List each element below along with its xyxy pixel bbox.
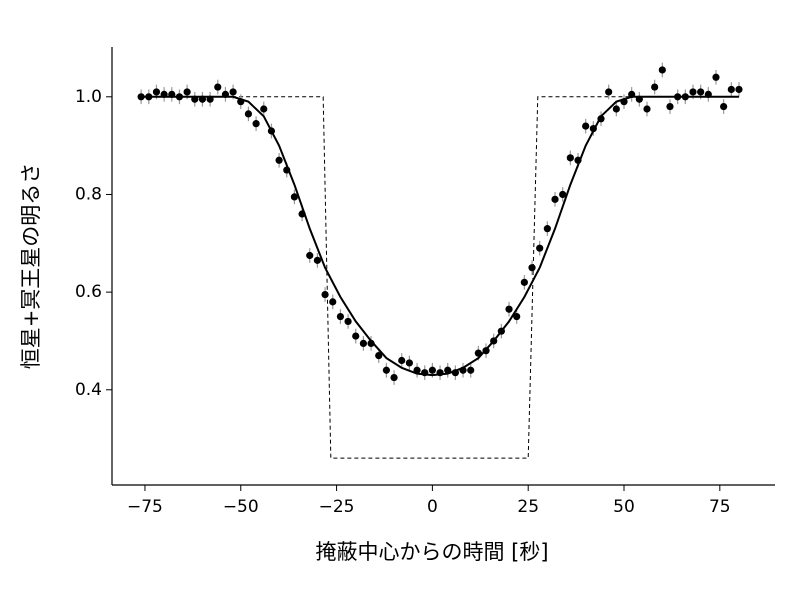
data-point — [244, 110, 253, 118]
data-point — [559, 190, 567, 199]
data-point — [428, 366, 436, 374]
data-point — [582, 122, 590, 130]
data-point — [620, 98, 628, 106]
x-tick-label: −75 — [127, 497, 163, 517]
data-point — [352, 332, 360, 340]
data-point — [566, 154, 574, 162]
data-point — [436, 369, 444, 377]
data-point — [474, 349, 482, 357]
data-point — [520, 278, 528, 286]
data-point — [605, 88, 613, 96]
data-point — [359, 339, 368, 347]
data-point — [191, 95, 199, 103]
data-point — [321, 290, 329, 299]
data-point — [459, 366, 467, 374]
y-tick-label: 0.6 — [75, 282, 102, 302]
data-point — [490, 337, 498, 345]
data-point — [260, 105, 268, 113]
data-point — [467, 366, 475, 374]
data-point — [421, 369, 429, 377]
data-point — [574, 156, 582, 164]
data-point — [482, 347, 490, 355]
data-point — [398, 356, 406, 365]
data-point — [697, 88, 705, 96]
x-tick-label: 0 — [427, 497, 438, 517]
data-point — [735, 85, 743, 94]
data-point — [214, 83, 222, 91]
data-point — [536, 244, 544, 252]
x-axis-label: 掩蔽中心からの時間 [秒] — [315, 540, 548, 564]
data-point — [298, 210, 306, 218]
data-point — [658, 66, 666, 74]
data-point — [313, 256, 322, 264]
y-tick-label: 1.0 — [75, 87, 102, 107]
data-point — [229, 88, 237, 96]
data-point — [175, 93, 184, 101]
data-point — [451, 369, 459, 377]
y-tick-label: 0.4 — [75, 380, 102, 400]
step-line — [141, 96, 739, 459]
data-point — [674, 93, 682, 101]
x-tick-label: −50 — [223, 497, 259, 517]
data-point — [681, 93, 689, 101]
data-point — [543, 225, 551, 233]
data-point — [252, 120, 260, 128]
data-point — [275, 156, 283, 164]
data-point — [643, 105, 651, 113]
data-point — [720, 102, 728, 111]
y-axis-label: 恒星+冥王星の明るさ — [19, 163, 43, 370]
data-point — [390, 373, 398, 382]
data-point — [413, 366, 421, 374]
data-point — [727, 85, 735, 94]
data-point — [290, 193, 299, 201]
data-point — [405, 359, 413, 367]
data-point — [505, 305, 513, 313]
data-point — [589, 124, 597, 133]
x-tick-label: 75 — [709, 497, 731, 517]
x-tick-label: −25 — [319, 497, 355, 517]
data-point — [666, 102, 674, 111]
data-point — [336, 312, 345, 321]
data-point — [712, 73, 720, 81]
y-tick-label: 0.8 — [75, 184, 102, 204]
data-point — [689, 88, 697, 96]
model-line — [141, 95, 739, 377]
data-point — [160, 90, 168, 98]
x-tick-label: 25 — [517, 497, 539, 517]
data-point — [597, 115, 605, 123]
data-point — [198, 95, 207, 103]
data-point — [497, 327, 505, 335]
data-point — [183, 88, 191, 96]
data-point — [375, 352, 383, 360]
data-point — [528, 264, 536, 272]
data-point — [513, 312, 521, 321]
data-point — [145, 93, 153, 101]
x-tick-label: 50 — [613, 497, 635, 517]
data-point — [221, 90, 230, 98]
data-point — [329, 298, 337, 306]
data-point — [382, 366, 390, 374]
data-point — [344, 317, 352, 326]
data-point — [651, 83, 659, 91]
data-point — [306, 251, 314, 260]
data-point — [628, 90, 636, 98]
data-point — [612, 105, 620, 113]
data-point — [635, 95, 643, 103]
data-point — [444, 366, 452, 374]
data-point — [137, 93, 145, 101]
data-point — [283, 166, 291, 174]
data-point — [367, 339, 375, 347]
data-point — [267, 127, 276, 135]
data-point — [237, 98, 245, 106]
data-point — [551, 195, 559, 203]
data-point — [704, 90, 712, 98]
data-point — [206, 95, 214, 103]
data-point — [168, 90, 176, 98]
data-point — [152, 88, 161, 96]
